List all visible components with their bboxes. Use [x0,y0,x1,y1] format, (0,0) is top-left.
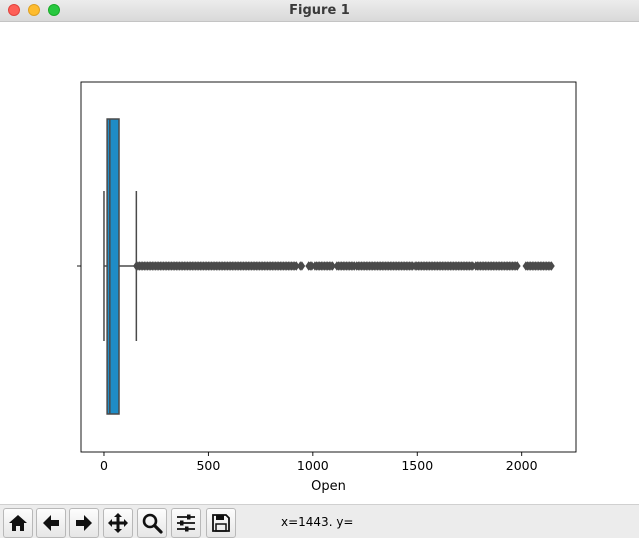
forward-button[interactable] [69,508,99,538]
outlier-point [548,261,555,271]
x-axis-label: Open [311,479,346,494]
x-tick-label: 1500 [401,458,433,473]
figure-canvas[interactable]: 0 500 1000 1500 2000 Open [0,22,639,504]
outlier-markers [133,261,555,271]
title-bar: Figure 1 [0,0,639,22]
zoom-button[interactable] [137,508,167,538]
back-button[interactable] [36,508,66,538]
x-tick-label: 0 [100,458,108,473]
boxplot-chart: 0 500 1000 1500 2000 Open [77,81,577,494]
move-icon [108,513,128,533]
magnifier-icon [142,513,163,534]
outlier-point [514,261,521,271]
window-title: Figure 1 [289,3,350,18]
x-tick-label: 2000 [506,458,538,473]
arrow-left-icon [43,515,59,531]
outlier-point [329,261,336,271]
home-button[interactable] [3,508,33,538]
arrow-right-icon [76,515,92,531]
axes-frame [80,81,577,453]
x-tick-label: 1000 [297,458,329,473]
outlier-point [293,261,300,271]
home-icon [9,515,27,531]
cursor-coordinates: x=1443. y= [281,515,354,529]
save-button[interactable] [206,508,236,538]
x-tick-label: 500 [196,458,220,473]
configure-subplots-button[interactable] [171,508,201,538]
sliders-icon [177,514,195,532]
close-window-button[interactable] [8,4,20,16]
pan-button[interactable] [103,508,133,538]
maximize-window-button[interactable] [48,4,60,16]
box-iqr [106,118,120,415]
navigation-toolbar: x=1443. y= [0,504,639,538]
outlier-point [298,261,306,271]
floppy-disk-icon [212,514,230,532]
minimize-window-button[interactable] [28,4,40,16]
